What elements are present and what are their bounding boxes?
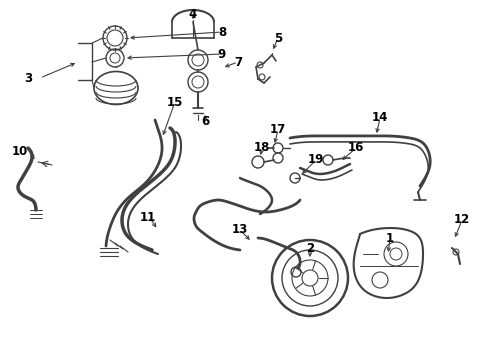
Text: 8: 8: [218, 26, 225, 39]
Text: 12: 12: [453, 213, 469, 226]
Text: 19: 19: [307, 153, 324, 166]
Text: 3: 3: [24, 72, 32, 85]
Text: 7: 7: [233, 55, 242, 68]
Text: 10: 10: [12, 145, 28, 158]
Text: 15: 15: [166, 95, 183, 108]
Text: 18: 18: [253, 141, 270, 154]
Text: 16: 16: [347, 141, 364, 154]
Text: 5: 5: [273, 31, 282, 45]
Text: 2: 2: [305, 242, 313, 255]
Text: 6: 6: [201, 116, 209, 129]
Text: 11: 11: [140, 211, 156, 225]
Text: 1: 1: [385, 231, 393, 244]
Text: 13: 13: [231, 224, 247, 237]
Text: 9: 9: [218, 48, 225, 60]
Text: 14: 14: [371, 112, 387, 125]
Text: 4: 4: [188, 8, 197, 21]
Text: 17: 17: [269, 123, 285, 136]
